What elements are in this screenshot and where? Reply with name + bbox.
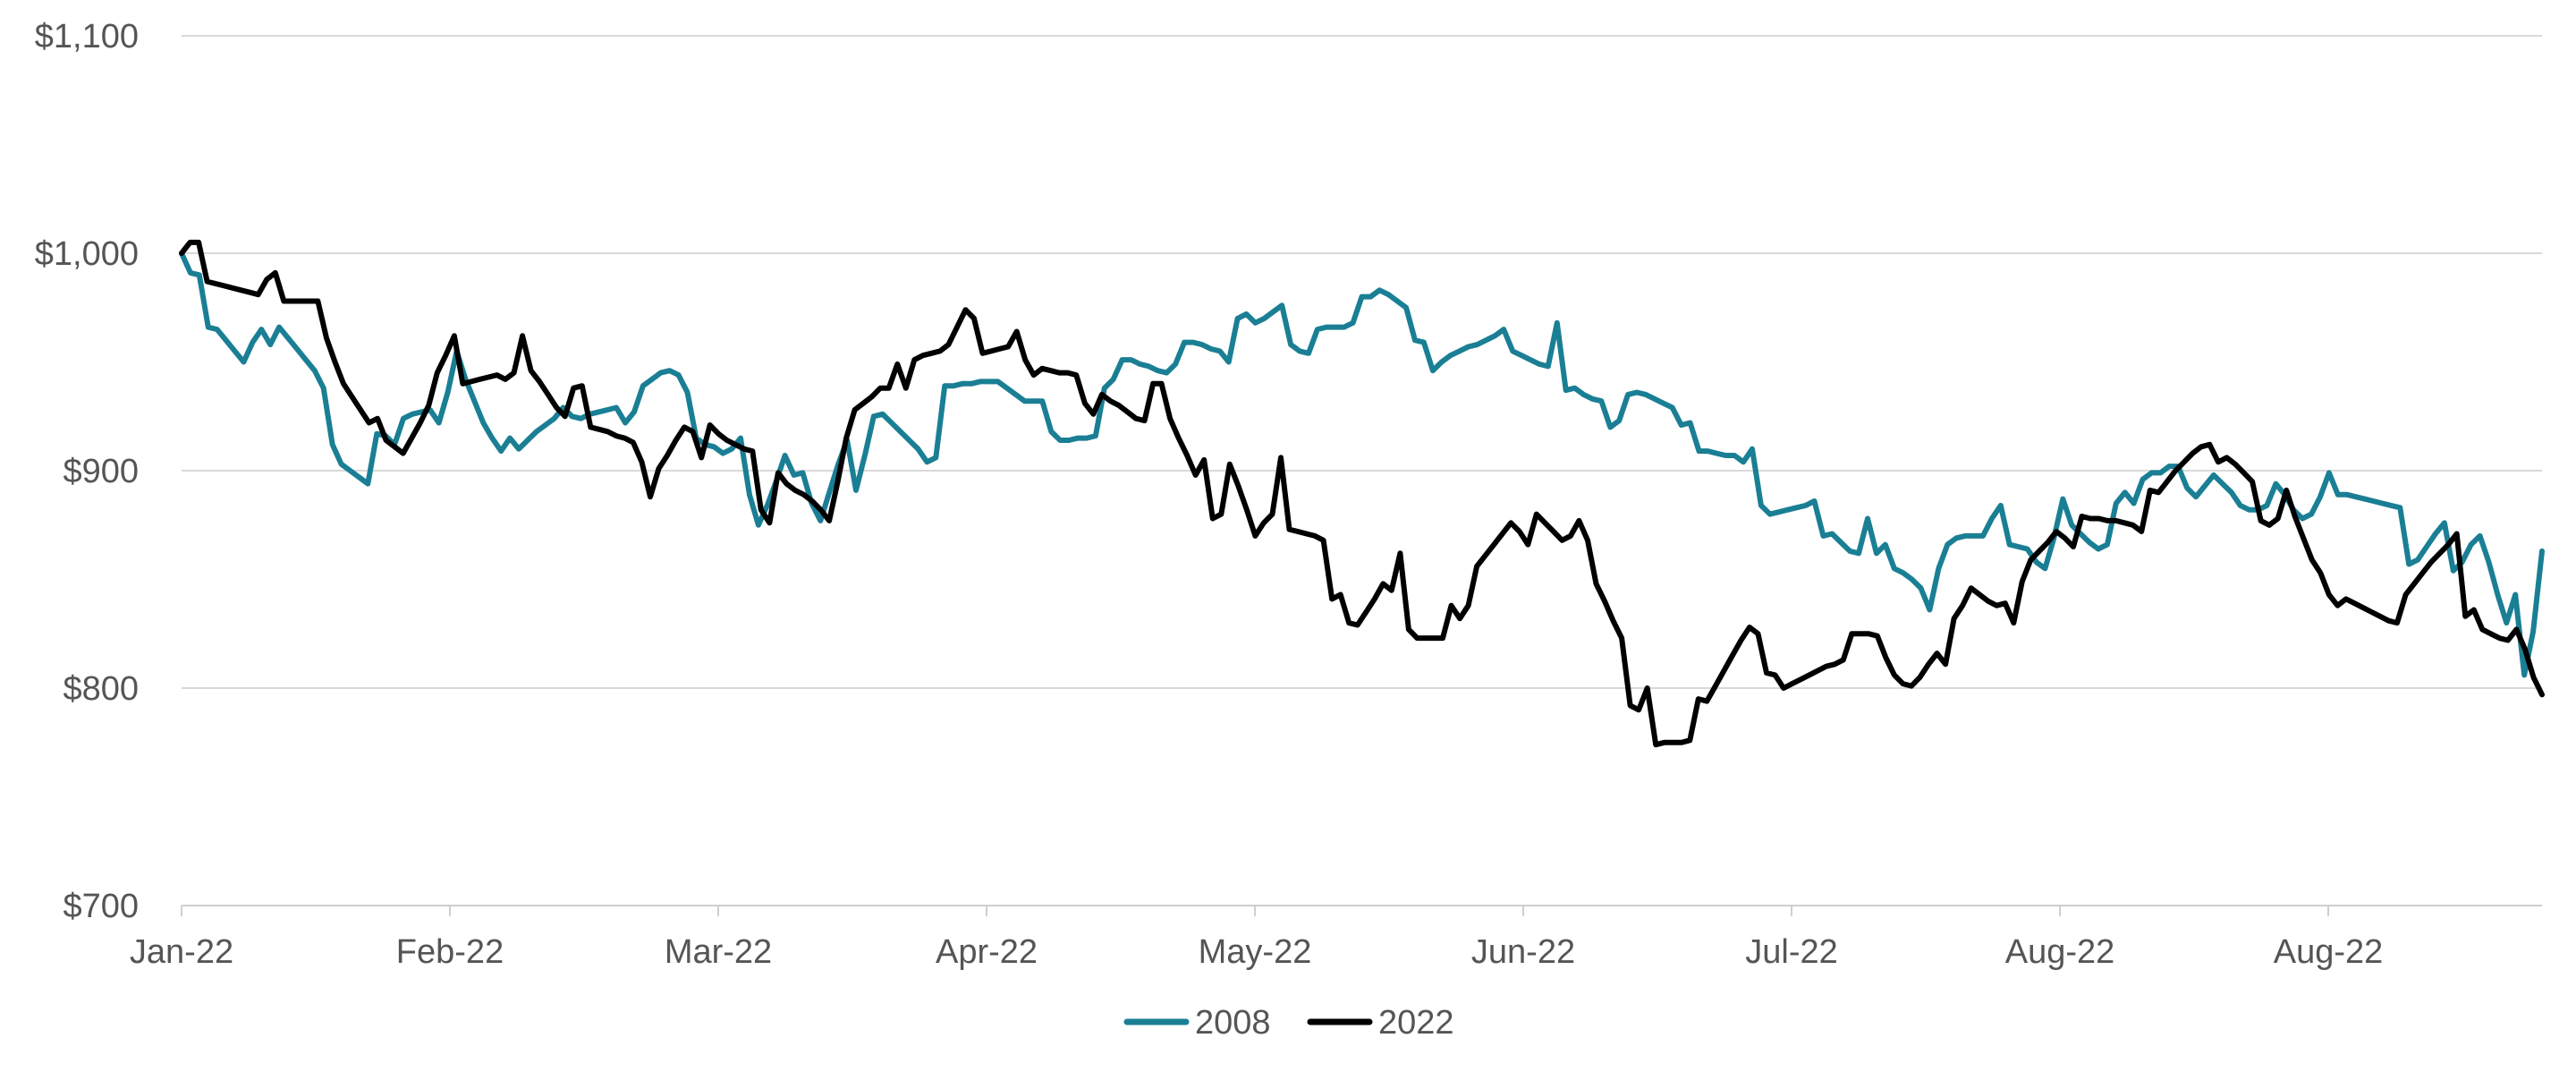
gridlines	[182, 35, 2542, 689]
legend-label-2022: 2022	[1378, 1004, 1454, 1042]
legend-label-2008: 2008	[1195, 1004, 1271, 1042]
x-tick-label: Jun-22	[1471, 933, 1575, 971]
series-line-2008	[179, 251, 2545, 678]
series-lines	[179, 239, 2545, 748]
legend: 2008 2022	[1123, 1004, 1454, 1042]
x-tick-label: Apr-22	[936, 933, 1038, 971]
y-tick-label: $1,100	[35, 18, 139, 55]
y-tick-label: $1,000	[35, 235, 139, 273]
y-axis-labels: $700 $800 $900 $1,000 $1,100	[35, 18, 139, 925]
y-tick-label: $700	[63, 888, 139, 925]
x-tick-label: Jul-22	[1745, 933, 1838, 971]
x-axis-labels: Jan-22 Feb-22 Mar-22 Apr-22 May-22 Jun-22 Jul-…	[130, 933, 2383, 971]
series-line-2022	[179, 239, 2545, 748]
x-tick-label: May-22	[1199, 933, 1312, 971]
x-tick-label: Feb-22	[396, 933, 504, 971]
x-tick-label: Aug-22	[2005, 933, 2115, 971]
y-tick-label: $900	[63, 453, 139, 490]
x-axis	[181, 905, 2542, 916]
x-tick-label: Mar-22	[665, 933, 772, 971]
x-tick-label: Aug-22	[2274, 933, 2384, 971]
x-tick-label: Jan-22	[130, 933, 233, 971]
y-tick-label: $800	[63, 670, 139, 708]
